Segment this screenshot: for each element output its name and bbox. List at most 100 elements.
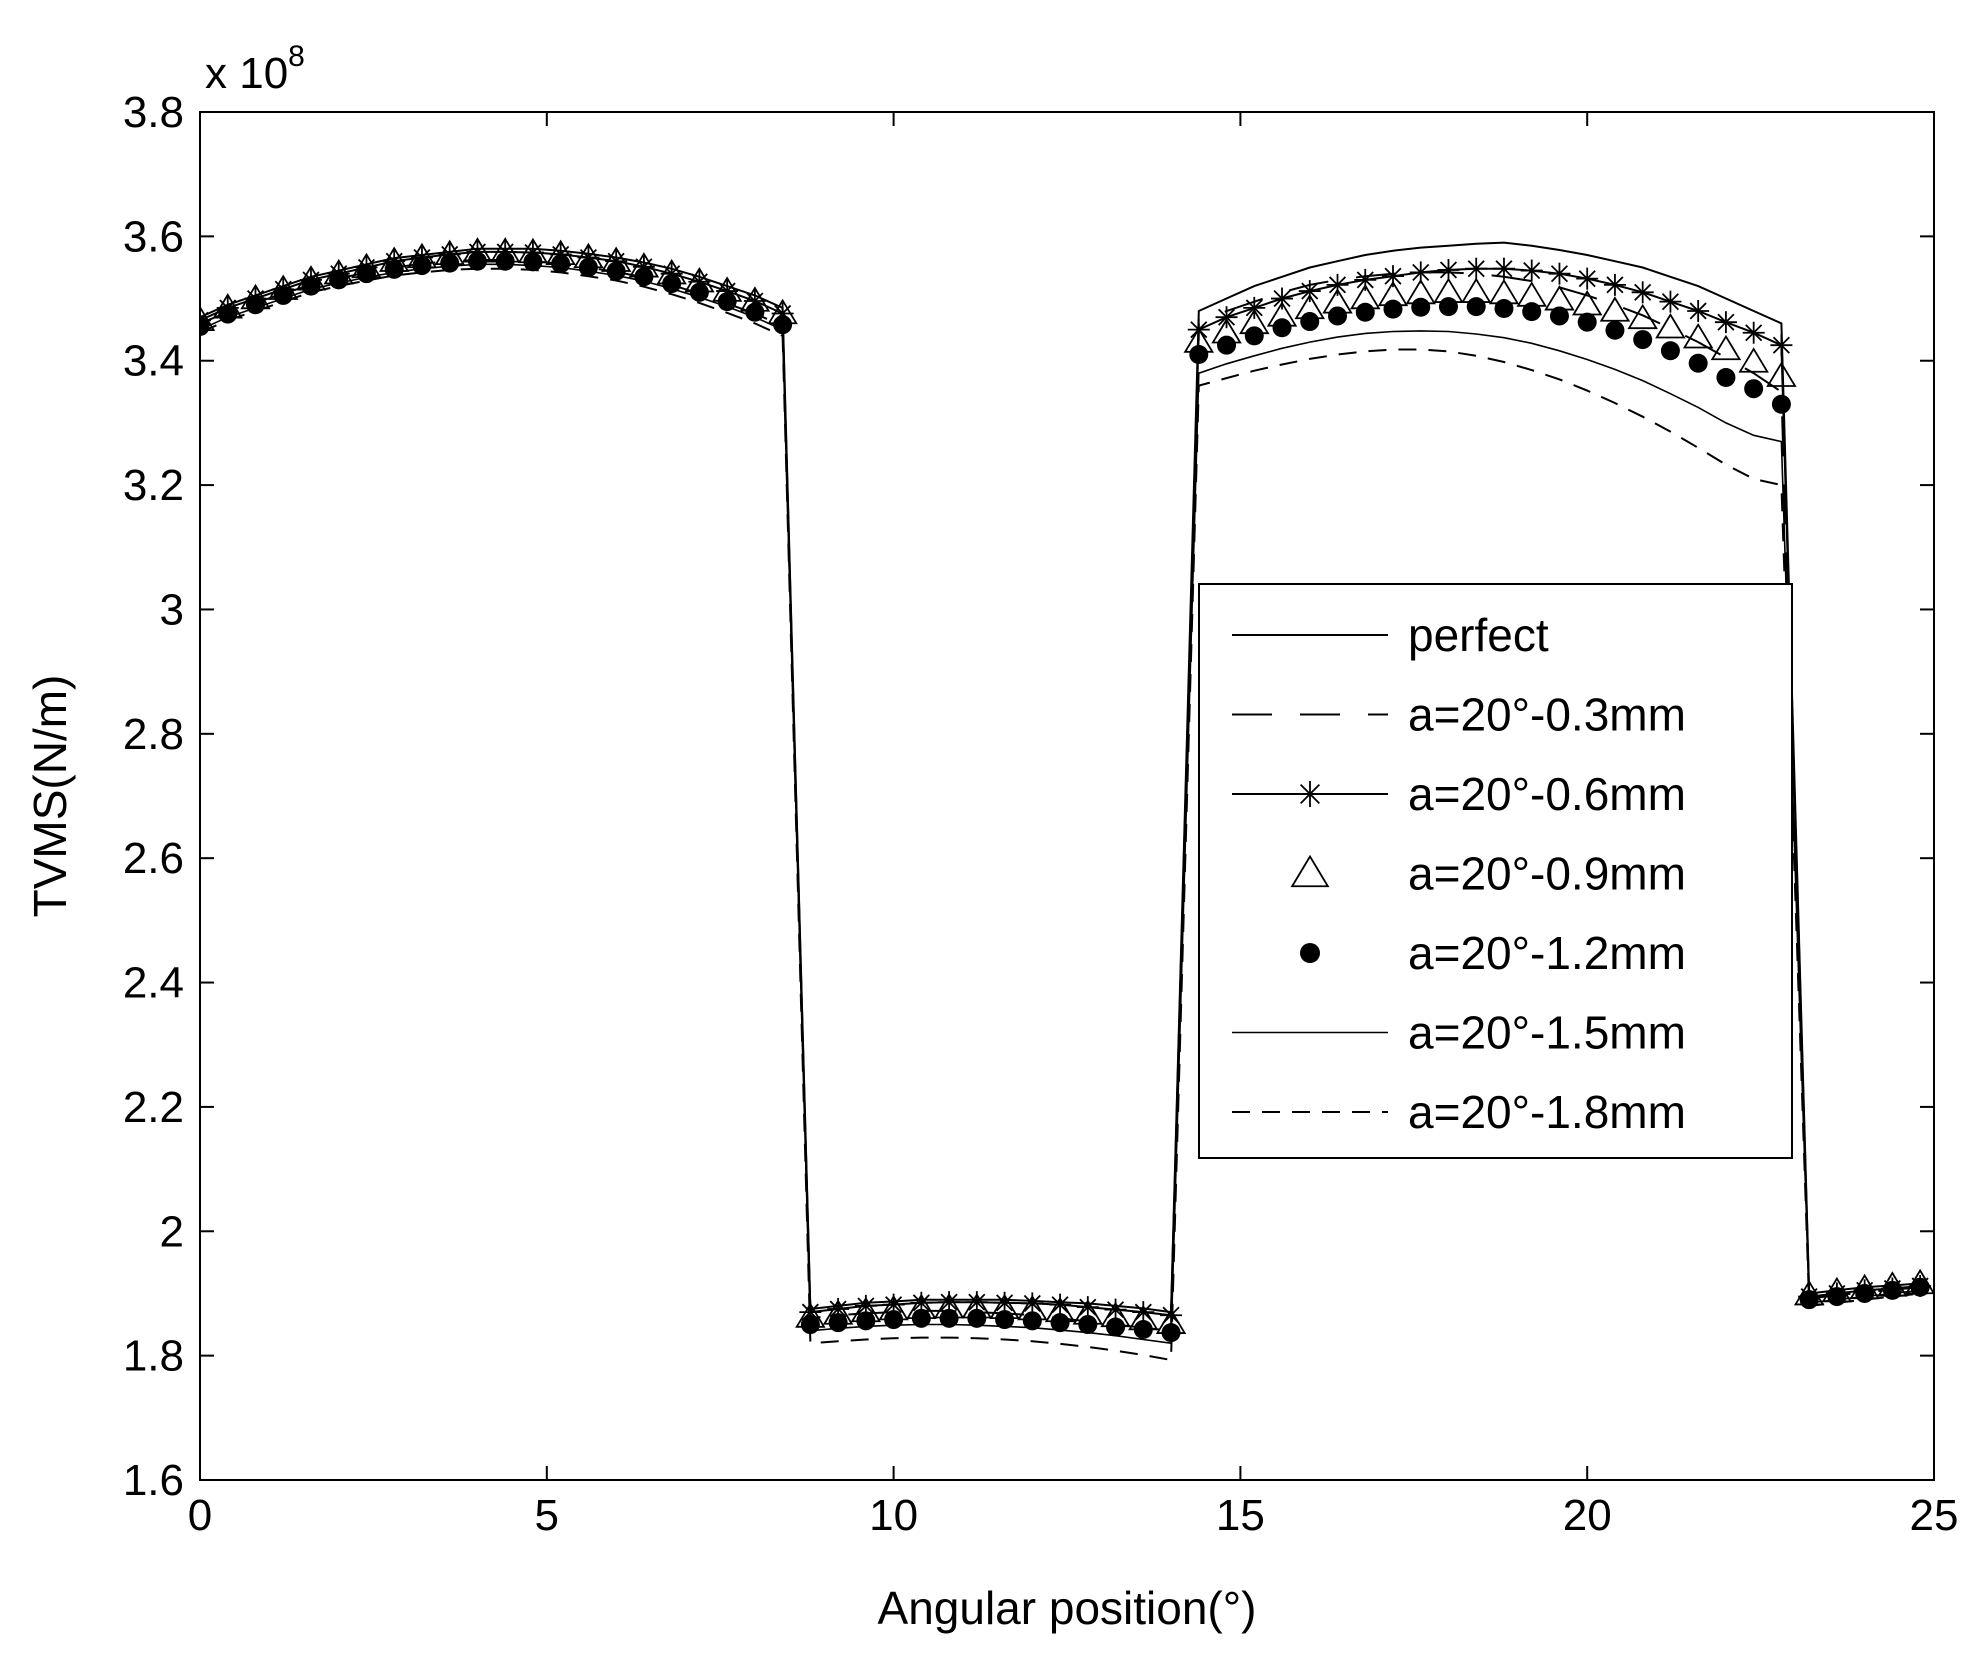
data-point	[1633, 330, 1653, 350]
data-point	[1548, 262, 1571, 285]
y-tick-label: 2.2	[123, 1083, 184, 1132]
data-point	[1577, 312, 1597, 332]
data-point	[911, 1308, 931, 1328]
data-point	[773, 315, 793, 335]
x-tick-label: 0	[188, 1491, 212, 1540]
legend-label: a=20°-0.6mm	[1408, 768, 1686, 820]
y-tick-label: 2.4	[123, 959, 184, 1008]
legend-entry: a=20°-1.8mm	[1232, 1086, 1686, 1138]
data-point	[1022, 1311, 1042, 1331]
data-point	[1688, 353, 1708, 373]
data-point	[1189, 345, 1209, 365]
legend-marker-sample	[1297, 781, 1323, 807]
legend-entry: a=20°-0.3mm	[1232, 689, 1686, 741]
legend-marker-sample	[1300, 943, 1320, 963]
data-point	[1576, 267, 1599, 290]
data-point	[1133, 1320, 1153, 1340]
data-point	[1716, 368, 1736, 388]
series-line	[200, 263, 1921, 1345]
data-point	[1243, 296, 1266, 319]
data-point	[1770, 334, 1793, 357]
data-point	[440, 253, 460, 273]
data-point	[1492, 257, 1515, 280]
data-point	[1742, 321, 1765, 344]
data-point	[1411, 297, 1431, 317]
legend-label: a=20°-0.3mm	[1408, 689, 1686, 741]
data-point	[1465, 257, 1488, 280]
x-axis-label: Angular position(°)	[878, 1582, 1257, 1634]
data-point	[384, 259, 404, 279]
data-point	[1106, 1317, 1126, 1337]
data-point	[523, 252, 543, 272]
legend-label: a=20°-1.2mm	[1408, 927, 1686, 979]
legend: perfect a=20°-0.3mm a=20°-0.6mm a=20°-0.9mm…	[1198, 583, 1793, 1159]
x-tick-label: 15	[1216, 1491, 1265, 1540]
data-point	[1627, 303, 1658, 330]
legend-label: a=20°-1.8mm	[1408, 1086, 1686, 1138]
series-5	[200, 263, 1921, 1345]
data-point	[662, 274, 682, 294]
data-point	[1714, 311, 1737, 334]
y-multiplier-exponent: 8	[288, 40, 305, 73]
data-point	[1132, 1301, 1155, 1324]
y-tick-label: 3.2	[123, 461, 184, 510]
data-point	[1882, 1280, 1902, 1300]
x-tick-label: 5	[535, 1491, 559, 1540]
y-tick-label: 2.8	[123, 710, 184, 759]
data-point	[1522, 302, 1542, 322]
legend-box	[1198, 583, 1793, 1159]
data-point	[1659, 290, 1682, 313]
y-multiplier: x 108	[205, 40, 305, 98]
data-point	[1244, 326, 1264, 346]
series-6	[200, 267, 1921, 1362]
legend-entry: a=20°-1.2mm	[1300, 927, 1686, 979]
data-point	[578, 257, 598, 277]
y-axis-label: TVMS(N/m)	[24, 675, 76, 918]
y-multiplier-base: x 10	[205, 49, 288, 98]
data-point	[1605, 320, 1625, 340]
data-point	[1660, 341, 1680, 361]
y-tick-label: 3.4	[123, 337, 184, 386]
data-point	[1738, 347, 1769, 373]
data-point	[1549, 306, 1569, 326]
data-point	[634, 267, 654, 287]
data-point	[1655, 313, 1686, 339]
legend-entry: perfect	[1232, 609, 1549, 661]
series-line	[200, 267, 1921, 1362]
y-tick-label: 2	[160, 1207, 184, 1256]
data-point	[689, 282, 709, 302]
data-point	[1326, 273, 1349, 296]
data-point	[1437, 258, 1460, 281]
y-tick-label: 1.8	[123, 1332, 184, 1381]
data-point	[1466, 297, 1486, 317]
data-point	[1855, 1283, 1875, 1303]
data-point	[606, 261, 626, 281]
ticks-layer: 0 5 10 15 20 25 1.6 1.8 2 2.2 2.4 2.6 2.8 3 3.2 3.4 3.6 3…	[123, 88, 1959, 1540]
data-point	[1272, 318, 1292, 338]
data-point	[551, 254, 571, 274]
data-point	[1300, 312, 1320, 332]
data-point	[939, 1308, 959, 1328]
legend-marker-sample	[1290, 854, 1330, 888]
y-tick-label: 1.6	[123, 1456, 184, 1505]
data-point	[1494, 298, 1514, 318]
data-point	[1381, 265, 1404, 288]
data-point	[1354, 268, 1377, 291]
data-point	[1050, 1313, 1070, 1333]
data-point	[1599, 296, 1631, 322]
data-point	[745, 302, 765, 322]
data-point	[495, 251, 515, 271]
data-point	[1383, 299, 1403, 319]
data-point	[995, 1310, 1015, 1330]
data-point	[1682, 322, 1714, 349]
x-tick-label: 20	[1563, 1491, 1612, 1540]
legend-label: a=20°-1.5mm	[1408, 1007, 1686, 1059]
data-point	[412, 256, 432, 276]
data-point	[329, 270, 349, 290]
data-point	[1631, 281, 1654, 304]
data-point	[967, 1308, 987, 1328]
data-point	[1710, 334, 1742, 361]
data-point	[1217, 335, 1237, 355]
y-tick-label: 3.6	[123, 212, 184, 261]
x-tick-label: 25	[1910, 1491, 1959, 1540]
